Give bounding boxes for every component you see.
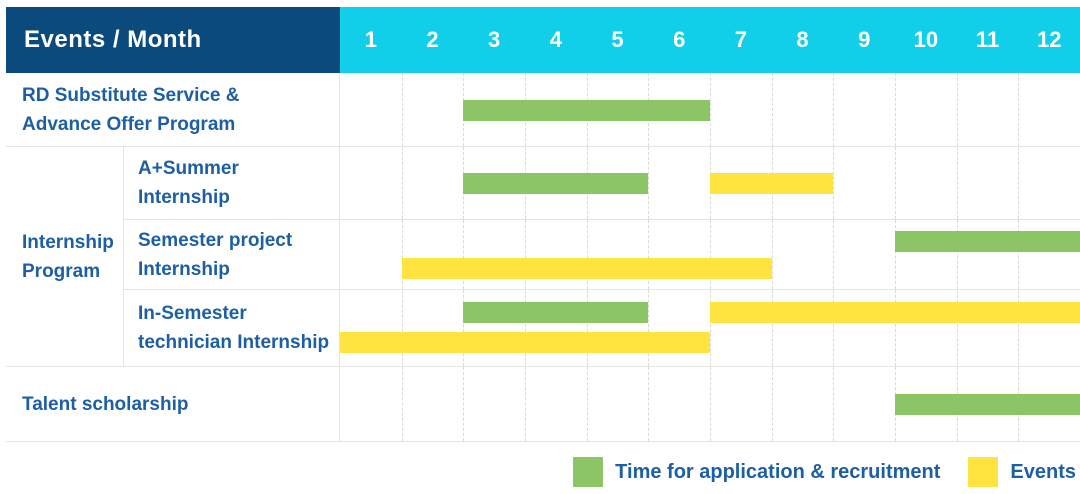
month-gridline [1018,73,1020,146]
recruitment-legend-swatch [573,457,604,487]
row-label-semester-project-internship: Semester project Internship [124,220,340,290]
month-gridline [586,220,588,289]
month-gridline [833,73,835,146]
chart-row-talent-scholarship [340,367,1080,442]
chart-row-semester-project-internship [340,220,1080,290]
month-gridline [648,220,650,289]
recruitment-bar [463,302,649,324]
month-gridline [833,367,835,441]
month-gridline [771,220,773,289]
row-label-line: Internship [138,258,230,280]
month-header-7: 7 [734,27,747,52]
month-gridline [895,73,896,146]
month-gridline [648,290,650,366]
month-gridline [895,220,896,289]
recruitment-bar [895,231,1080,253]
month-gridline [833,147,835,219]
legend: Time for application & recruitment Event… [0,457,1076,487]
month-header-11: 11 [975,27,1000,52]
row-label-line: Semester project [138,229,293,251]
month-gridline [401,367,403,441]
month-gridline [401,220,403,289]
events-legend-swatch [968,457,999,487]
month-gridline [771,73,773,146]
table-header-cell: Events / Month [6,7,340,73]
row-label-in-semester-technician-internship: In-Semester technician Internship [124,290,340,367]
month-gridline [586,367,588,441]
month-gridline [463,220,465,289]
month-header-row: 1 2 3 4 5 6 7 8 9 10 11 12 [340,7,1080,73]
month-gridline [956,290,958,366]
row-label-line: In-Semester [138,303,247,324]
month-gridline [648,147,650,219]
month-gridline [710,73,711,146]
month-gridline [525,220,526,289]
month-gridline [586,290,588,366]
events-bar [340,331,710,353]
month-gridline [401,147,403,219]
month-header-6: 6 [673,27,686,52]
group-label-internship-program: Internship Program [6,147,124,367]
month-gridline [956,220,958,289]
month-header-12: 12 [1036,27,1062,52]
month-header-3: 3 [488,27,501,52]
month-gridline [1018,220,1020,289]
row-label-talent-scholarship: Talent scholarship [6,367,340,442]
month-gridline [710,290,711,366]
group-label-line: Internship [22,231,114,253]
month-gridline [771,367,773,441]
month-header-10: 10 [913,27,939,52]
row-label-a-plus-summer-internship: A+Summer Internship [124,147,340,220]
recruitment-bar [463,99,710,121]
chart-row-rd-substitute [340,73,1080,147]
events-bar [710,173,834,194]
month-gridline [401,290,403,366]
row-label-line: A+Summer [138,158,239,179]
month-gridline [525,290,526,366]
events-legend-label: Events [1010,460,1076,483]
events-bar [401,257,772,279]
month-gridline [463,367,465,441]
row-label-line: technician Internship [138,332,330,353]
table-title: Events / Month [24,26,202,53]
month-gridline [956,147,958,219]
month-gridline [1018,290,1020,366]
month-header-2: 2 [426,27,439,52]
events-gantt-table: Events / Month 1 2 3 4 5 6 7 8 9 10 11 1… [6,7,1080,442]
month-gridline [710,220,711,289]
month-gridline [710,367,711,441]
month-gridline [833,290,835,366]
month-gridline [1018,147,1020,219]
month-header-5: 5 [611,27,624,52]
month-gridline [833,220,835,289]
month-header-1: 1 [364,27,377,52]
month-header-9: 9 [858,27,871,52]
group-label-line: Program [22,260,101,282]
recruitment-legend-label: Time for application & recruitment [615,460,941,483]
events-bar [710,302,1080,324]
recruitment-bar [463,173,649,194]
chart-row-a-plus-summer-internship [340,147,1080,220]
row-label-line: Internship [138,187,230,208]
month-gridline [771,290,773,366]
month-gridline [463,290,465,366]
row-label-line: RD Substitute Service & [22,84,240,106]
month-gridline [401,73,403,146]
recruitment-bar [895,394,1080,415]
row-label-line: Talent scholarship [22,393,189,415]
month-gridline [895,147,896,219]
row-label-line: Advance Offer Program [22,113,236,135]
month-gridline [956,73,958,146]
month-header-4: 4 [549,27,562,52]
month-gridline [525,367,526,441]
month-header-8: 8 [796,27,809,52]
month-gridline [648,367,650,441]
row-label-rd-substitute: RD Substitute Service & Advance Offer Pr… [6,73,340,147]
month-gridline [895,290,896,366]
chart-row-in-semester-technician-internship [340,290,1080,367]
